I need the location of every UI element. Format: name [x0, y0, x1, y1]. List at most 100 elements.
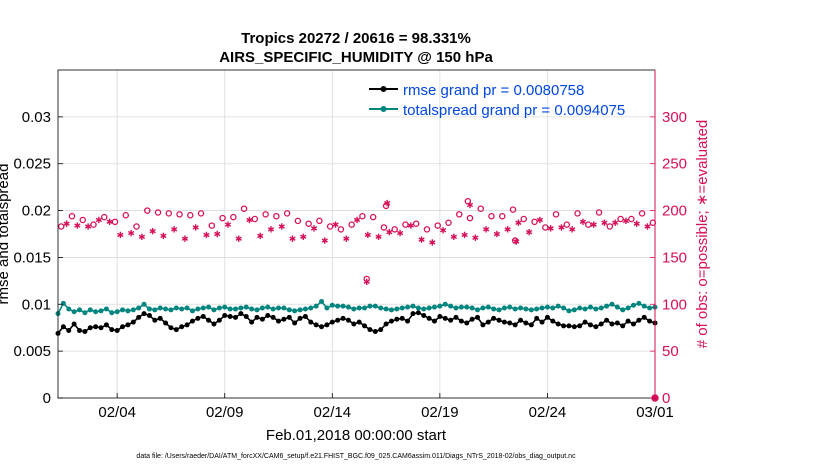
rmse-point — [426, 315, 432, 321]
y-axis-right-label: # of obs: o=possible; ∗=evaluated — [694, 120, 711, 349]
spread-point — [141, 301, 147, 307]
rmse-point — [125, 322, 131, 328]
spread-point — [195, 306, 201, 312]
obs-possible-point — [154, 209, 162, 216]
rmse-point — [206, 317, 212, 323]
obs-evaluated-stroke — [214, 231, 221, 237]
rmse-point — [130, 319, 136, 325]
rmse-point — [437, 313, 443, 319]
y-axis-left-label: rmse and totalspread — [0, 164, 12, 305]
rmse-point — [286, 314, 292, 320]
obs-possible-point — [488, 212, 495, 220]
rmse-point — [458, 318, 464, 324]
rmse-point — [378, 327, 384, 333]
obs-possible-point — [187, 212, 194, 219]
rmse-point — [281, 316, 287, 322]
rmse-point — [163, 320, 169, 326]
rmse-point — [292, 320, 298, 326]
obs-evaluated-stroke — [74, 223, 81, 228]
obs-possible-point — [57, 223, 65, 230]
rmse-point — [329, 319, 335, 325]
spread-point — [550, 305, 556, 311]
obs-evaluated-stroke — [106, 219, 113, 225]
obs-evaluated-stroke — [310, 226, 318, 231]
spread-point — [399, 305, 405, 311]
obs-evaluated-stroke — [504, 227, 511, 232]
rmse-point — [184, 322, 190, 328]
spread-point — [125, 308, 131, 314]
rmse-point — [539, 319, 545, 325]
spread-point — [620, 307, 626, 313]
axis-layer: 02/04 02/09 02/14 02/19 02/24 03/0100.0050.01… — [13, 70, 687, 421]
rmse-point — [249, 319, 255, 325]
rmse-point — [141, 311, 147, 317]
obs-possible-point — [402, 221, 409, 228]
rmse-point — [620, 323, 626, 329]
rmse-point — [431, 318, 437, 324]
obs-evaluated-stroke — [353, 217, 361, 223]
obs-possible-point — [219, 214, 226, 222]
obs-evaluated-point — [214, 230, 221, 238]
obs-evaluated-point — [515, 219, 522, 226]
rmse-point — [582, 319, 588, 325]
rmse-point — [496, 317, 502, 323]
spread-point — [544, 304, 550, 310]
obs-evaluated-point — [407, 222, 414, 229]
spread-point — [480, 305, 486, 311]
obs-evaluated-stroke — [257, 233, 264, 239]
obs-evaluated-point — [536, 216, 544, 224]
obs-evaluated-point — [149, 227, 156, 235]
spread-point — [345, 304, 351, 310]
rmse-point — [485, 319, 491, 325]
y-left-tick-label: 0.005 — [13, 343, 51, 360]
rmse-point — [469, 316, 475, 322]
obs-evaluated-stroke — [203, 232, 210, 238]
rmse-point — [410, 311, 416, 317]
spread-point — [523, 306, 529, 312]
rmse-point — [362, 323, 368, 329]
rmse-point — [103, 322, 109, 328]
obs-evaluated-point — [246, 216, 253, 224]
spread-point — [136, 305, 142, 311]
rmse-point — [501, 319, 507, 325]
obs-evaluated-point — [526, 228, 533, 236]
rmse-point — [598, 321, 604, 327]
obs-possible-point — [434, 222, 441, 229]
obs-evaluated-stroke — [128, 230, 135, 236]
rmse-point — [394, 316, 400, 322]
rmse-point — [555, 321, 561, 327]
obs-possible-point — [305, 220, 312, 227]
obs-possible-point — [326, 223, 334, 230]
obs-evaluated-point — [633, 220, 640, 227]
rmse-point — [415, 310, 421, 316]
spread-point — [297, 307, 303, 313]
x-tick-label: 03/01 — [636, 404, 674, 421]
obs-possible-point — [240, 205, 248, 212]
obs-possible-point — [348, 221, 355, 228]
rmse-point — [351, 321, 357, 327]
spread-point — [394, 306, 400, 312]
rmse-point — [512, 322, 518, 328]
obs-possible-point — [412, 220, 420, 227]
obs-evaluated-stroke — [493, 231, 501, 237]
obs-evaluated-point — [450, 233, 457, 241]
spread-point — [238, 305, 244, 311]
obs-evaluated-point — [95, 216, 103, 224]
obs-evaluated-stroke — [450, 234, 457, 240]
obs-evaluated-point — [493, 230, 501, 238]
spread-point — [109, 310, 115, 316]
spread-point — [292, 308, 298, 314]
y-right-tick-label: 300 — [662, 109, 687, 126]
spread-point — [254, 307, 260, 313]
spread-point — [405, 304, 411, 310]
rmse-point — [453, 314, 459, 320]
spread-series-line — [57, 300, 656, 315]
obs-evaluated-stroke — [386, 229, 393, 235]
obs-evaluated-stroke — [536, 217, 544, 223]
spread-point — [189, 308, 195, 314]
obs-possible-point — [423, 226, 431, 233]
rmse-point — [109, 327, 115, 333]
obs-evaluated-stroke — [181, 236, 189, 241]
obs-evaluated-point — [138, 233, 146, 241]
rmse-point — [216, 317, 222, 323]
